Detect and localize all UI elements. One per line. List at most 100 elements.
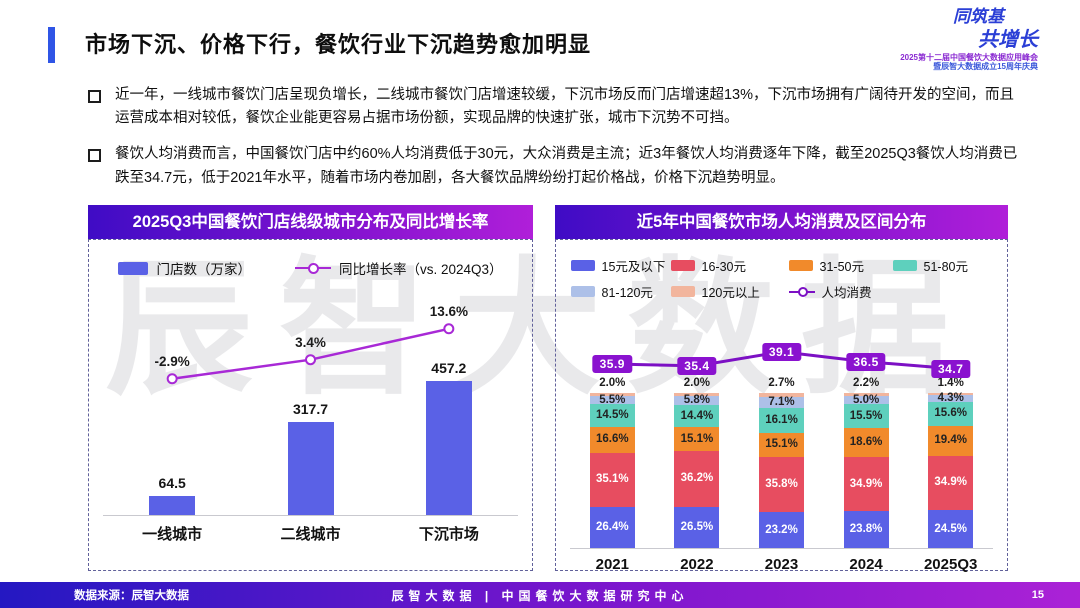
legend-label: 31-50元 xyxy=(819,260,864,274)
legend-swatch xyxy=(892,260,917,271)
stacked-segment xyxy=(759,397,804,409)
growth-rate-label: 3.4% xyxy=(295,334,326,350)
bullet-square-icon xyxy=(88,149,101,163)
chart2-x-axis xyxy=(570,548,993,549)
stacked-segment xyxy=(589,395,635,405)
segment-value-label: 2.0% xyxy=(683,377,710,389)
stacked-segment xyxy=(589,404,635,427)
legend-item: 81-120元 xyxy=(570,282,671,301)
stacked-segment xyxy=(928,425,974,456)
charts-row: 2025Q3中国餐饮门店线级城市分布及同比增长率 门店数（万家） 同比增长率（v… xyxy=(88,205,1008,573)
bar-value-label: 317.7 xyxy=(292,400,329,417)
segment-value-label: 4.3% xyxy=(937,391,964,404)
stacked-segment xyxy=(759,433,804,457)
page-title: 市场下沉、价格下行，餐饮行业下沉趋势愈加明显 xyxy=(85,32,592,57)
bar xyxy=(425,381,472,515)
chart1-plot-area: 64.5 317.7 457.2 -2.9% 3.4% 13.6% xyxy=(103,284,518,516)
footer-org-text: 辰智大数据 | 中国餐饮大数据研究中心 xyxy=(391,588,689,603)
chart1-x-axis xyxy=(103,515,518,516)
bar-value-label: 64.5 xyxy=(158,475,186,492)
legend-label: 120元以上 xyxy=(701,286,760,300)
segment-value-label: 2.2% xyxy=(852,377,880,389)
chart-panel-city-distribution: 2025Q3中国餐饮门店线级城市分布及同比增长率 门店数（万家） 同比增长率（v… xyxy=(88,205,533,571)
stacked-segment xyxy=(674,427,720,451)
bar-legend-swatch xyxy=(118,261,149,275)
segment-value-label: 34.9% xyxy=(934,476,967,489)
segment-value-label: 26.5% xyxy=(680,520,714,533)
legend-item-line: 同比增长率（vs. 2024Q3） xyxy=(294,258,503,278)
legend-label: 81-120元 xyxy=(601,286,653,300)
segment-value-label: 19.4% xyxy=(934,434,967,447)
segment-value-label: 16.1% xyxy=(765,414,798,427)
bullet-item: 餐饮人均消费而言，中国餐饮门店中约60%人均消费低于30元，大众消费是主流；近3… xyxy=(88,143,1026,189)
line-value-badge: 39.1 xyxy=(761,342,802,361)
segment-value-label: 35.1% xyxy=(595,473,629,486)
segment-value-label: 23.8% xyxy=(849,523,883,536)
line-legend-swatch xyxy=(788,286,815,297)
legend-item: 31-50元 xyxy=(788,256,893,275)
event-logo: 同筑基 共增长 2025第十二届中国餐饮大数据应用峰会 暨辰智大数据成立15周年… xyxy=(900,8,1038,72)
legend-label: 51-80元 xyxy=(923,260,968,274)
legend-item: 51-80元 xyxy=(892,256,993,275)
stacked-segment xyxy=(674,506,720,548)
segment-value-label: 16.6% xyxy=(595,433,629,446)
legend-label: 15元及以下 xyxy=(601,260,666,274)
legend-swatch xyxy=(570,260,595,271)
legend-swatch xyxy=(670,260,695,271)
stacked-segment xyxy=(843,393,889,397)
legend-label: 人均消费 xyxy=(821,286,872,300)
legend-item: 16-30元 xyxy=(670,256,789,275)
category-label: 一线城市 xyxy=(142,526,203,543)
stacked-segment xyxy=(589,452,635,508)
segment-value-label: 34.9% xyxy=(849,477,883,490)
data-source-text: 数据来源：辰智大数据 xyxy=(74,590,189,602)
legend-swatch xyxy=(670,286,695,297)
line-value-badge: 35.9 xyxy=(592,354,632,373)
segment-value-label: 7.1% xyxy=(768,396,795,409)
segment-value-label: 5.5% xyxy=(599,393,626,406)
bar xyxy=(149,496,196,515)
stacked-segment xyxy=(674,396,720,406)
chart-panel-per-capita-spend: 近5年中国餐饮市场人均消费及区间分布 15元及以下 16-30元 31-50元 51-… xyxy=(555,205,1008,573)
stacked-segment xyxy=(589,507,635,548)
page-number: 15 xyxy=(1031,589,1044,601)
category-label: 2023 xyxy=(764,556,799,573)
legend-item-bar: 门店数（万家） xyxy=(118,258,251,278)
stacked-segment xyxy=(674,450,720,507)
segment-value-label: 1.4% xyxy=(937,376,964,389)
category-label: 下沉市场 xyxy=(418,526,479,543)
bullet-text: 餐饮人均消费而言，中国餐饮门店中约60%人均消费低于30元，大众消费是主流；近3… xyxy=(115,146,1018,186)
stacked-segment xyxy=(928,455,974,511)
chart2-body: 15元及以下 16-30元 31-50元 51-80元 81-120元 120元以上 人均消… xyxy=(555,239,1008,573)
stacked-segment xyxy=(759,512,804,548)
chart2-category-labels: 2021 2022 2023 2024 2025Q3 xyxy=(570,556,993,573)
legend-label: 同比增长率（vs. 2024Q3） xyxy=(338,262,503,277)
stacked-segment xyxy=(759,456,804,513)
legend-swatch xyxy=(788,260,813,271)
bullet-item: 近一年，一线城市餐饮门店呈现负增长，二线城市餐饮门店增速较缓，下沉市场反而门店增… xyxy=(88,84,1026,130)
slide-header: 市场下沉、价格下行，餐饮行业下沉趋势愈加明显 xyxy=(48,27,591,63)
legend-item: 15元及以下 xyxy=(570,256,671,275)
stacked-segment xyxy=(759,393,804,398)
logo-subtitle-2: 暨辰智大数据成立15周年庆典 xyxy=(933,62,1038,72)
segment-value-label: 24.5% xyxy=(934,522,967,535)
segment-value-label: 18.6% xyxy=(849,436,883,449)
stacked-segment xyxy=(674,405,720,428)
segment-value-label: 2.0% xyxy=(599,376,626,389)
category-label: 2025Q3 xyxy=(923,556,978,573)
slide-footer: 数据来源：辰智大数据 辰智大数据 | 中国餐饮大数据研究中心 15 xyxy=(0,582,1080,608)
stacked-segment xyxy=(928,401,974,426)
bullet-text: 近一年，一线城市餐饮门店呈现负增长，二线城市餐饮门店增速较缓，下沉市场反而门店增… xyxy=(115,87,1015,127)
segment-value-label: 15.1% xyxy=(680,432,714,445)
logo-subtitle-1: 2025第十二届中国餐饮大数据应用峰会 xyxy=(900,52,1038,62)
growth-rate-label: 13.6% xyxy=(429,303,468,319)
category-label: 2021 xyxy=(595,556,629,573)
chart1-category-labels: 一线城市 二线城市 下沉市场 xyxy=(103,523,518,544)
stacked-segment xyxy=(674,393,720,397)
line-value-badge: 36.5 xyxy=(846,352,886,371)
stacked-segment xyxy=(843,428,889,458)
segment-value-label: 35.8% xyxy=(765,477,798,490)
stacked-segment xyxy=(759,408,804,434)
chart2-legend: 15元及以下 16-30元 31-50元 51-80元 81-120元 120元以上 人均消… xyxy=(570,256,993,301)
